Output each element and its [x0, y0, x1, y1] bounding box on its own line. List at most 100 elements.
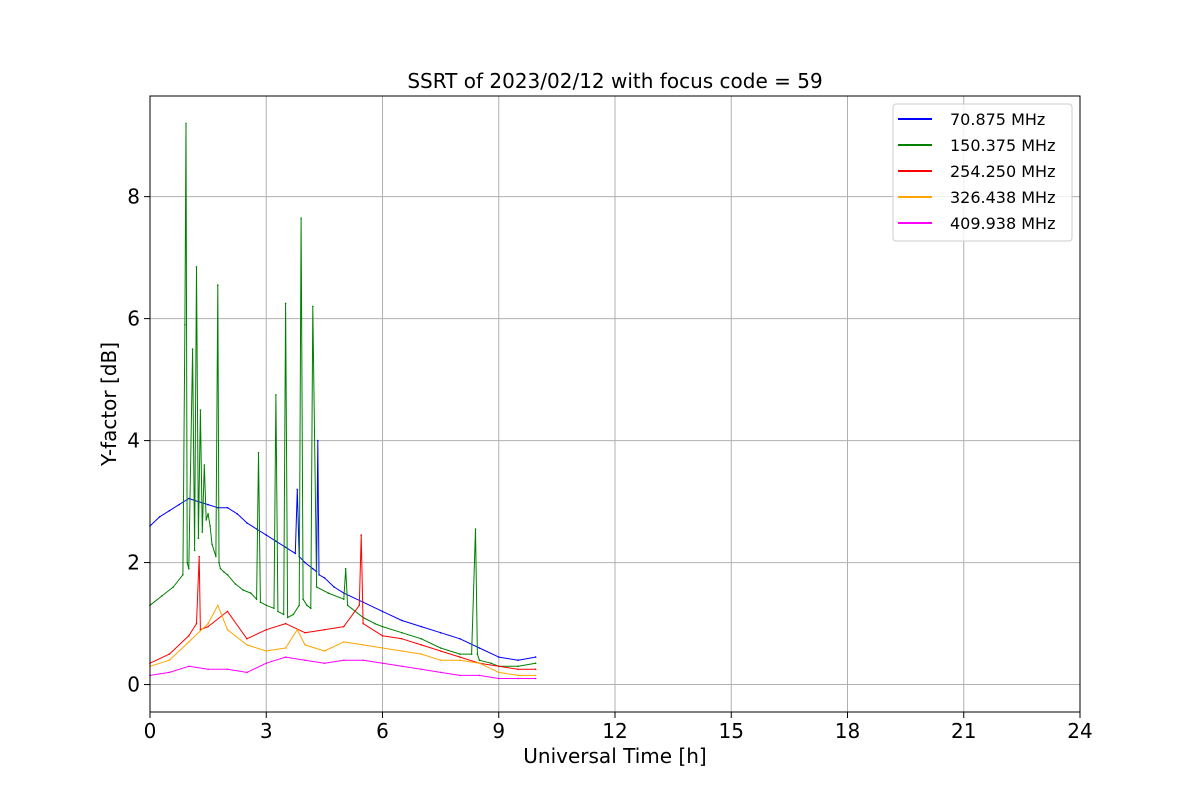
y-tick-label: 4: [127, 429, 140, 453]
data-point-409-938-mhz: [459, 674, 461, 677]
data-point-150-375-mhz: [226, 574, 229, 576]
data-point-70-875-mhz: [318, 574, 320, 576]
data-point-150-375-mhz: [160, 595, 163, 597]
data-point-150-375-mhz: [193, 549, 196, 552]
legend-entries: 70.875 MHz 150.375 MHz 254.250 MHz 326.438 …: [898, 110, 1055, 233]
data-point-150-375-mhz: [255, 598, 258, 600]
data-point-326-438-mhz: [265, 650, 268, 652]
data-point-70-875-mhz: [498, 656, 500, 658]
data-point-326-438-mhz: [168, 659, 171, 661]
data-point-150-375-mhz: [197, 537, 200, 539]
data-point-150-375-mhz: [242, 589, 244, 591]
data-point-409-938-mhz: [362, 659, 364, 661]
data-point-254-250-mhz: [207, 625, 209, 628]
data-point-326-438-mhz: [478, 662, 481, 664]
data-point-254-250-mhz: [343, 625, 345, 628]
data-point-254-250-mhz: [517, 668, 519, 671]
plot-series: [149, 122, 537, 680]
data-point-150-375-mhz: [478, 659, 481, 661]
data-point-254-250-mhz: [420, 644, 423, 646]
data-point-409-938-mhz: [188, 665, 190, 668]
data-point-70-875-mhz: [178, 503, 180, 506]
data-point-254-250-mhz: [265, 628, 268, 631]
data-point-409-938-mhz: [478, 674, 481, 677]
data-point-254-250-mhz: [459, 656, 461, 658]
data-point-70-875-mhz: [317, 439, 319, 442]
data-point-150-375-mhz: [517, 665, 519, 668]
data-point-70-875-mhz: [534, 656, 537, 658]
data-point-326-438-mhz: [226, 628, 229, 631]
legend-label: 70.875 MHz: [950, 110, 1045, 129]
y-tick-label: 0: [127, 673, 140, 697]
data-point-70-875-mhz: [294, 552, 297, 555]
data-point-150-375-mhz: [298, 604, 301, 607]
data-point-150-375-mhz: [172, 586, 175, 588]
data-point-150-375-mhz: [211, 543, 213, 546]
data-point-70-875-mhz: [517, 659, 519, 661]
data-point-150-375-mhz: [275, 394, 277, 396]
data-point-409-938-mhz: [517, 677, 519, 680]
data-point-150-375-mhz: [185, 122, 187, 125]
data-point-326-438-mhz: [246, 644, 248, 646]
data-point-70-875-mhz: [255, 528, 258, 530]
data-point-150-375-mhz: [205, 519, 207, 521]
data-point-254-250-mhz: [358, 604, 361, 607]
data-point-150-375-mhz: [209, 525, 211, 527]
series-line-254-250-mhz: [149, 534, 536, 670]
data-point-409-938-mhz: [207, 668, 209, 671]
legend-label: 254.250 MHz: [950, 162, 1055, 181]
data-point-326-438-mhz: [304, 644, 306, 646]
data-point-254-250-mhz: [401, 638, 403, 640]
data-point-70-875-mhz: [188, 497, 190, 500]
data-point-150-375-mhz: [300, 217, 302, 219]
data-point-254-250-mhz: [534, 668, 537, 671]
data-point-254-250-mhz: [195, 622, 198, 625]
data-point-150-375-mhz: [310, 607, 312, 610]
data-point-254-250-mhz: [168, 653, 171, 655]
data-point-150-375-mhz: [346, 604, 349, 607]
data-point-150-375-mhz: [250, 592, 252, 594]
data-point-150-375-mhz: [315, 586, 318, 588]
data-point-326-438-mhz: [296, 628, 299, 631]
data-point-70-875-mhz: [312, 567, 314, 570]
data-point-150-375-mhz: [312, 305, 314, 308]
data-point-70-875-mhz: [217, 506, 219, 509]
data-point-150-375-mhz: [470, 653, 473, 655]
data-point-70-875-mhz: [226, 506, 229, 509]
legend-label: 409.938 MHz: [950, 214, 1055, 233]
data-point-70-875-mhz: [478, 647, 481, 649]
data-point-326-438-mhz: [498, 671, 500, 674]
x-tick-label: 24: [1067, 719, 1092, 743]
data-point-254-250-mhz: [226, 610, 229, 613]
data-point-254-250-mhz: [362, 622, 364, 625]
data-point-70-875-mhz: [333, 586, 335, 588]
data-point-150-375-mhz: [343, 598, 345, 600]
x-axis-label: Universal Time [h]: [523, 744, 706, 768]
data-point-409-938-mhz: [226, 668, 229, 671]
data-point-150-375-mhz: [259, 601, 262, 603]
x-tick-label: 6: [376, 719, 389, 743]
data-point-150-375-mhz: [218, 561, 220, 564]
data-point-70-875-mhz: [236, 513, 238, 515]
data-point-70-875-mhz: [381, 610, 384, 613]
data-point-254-250-mhz: [498, 665, 500, 668]
x-axis-ticks: 0 3 6 9 12 15 18 21 24: [144, 712, 1093, 743]
data-point-150-375-mhz: [186, 561, 188, 564]
data-point-254-250-mhz: [198, 555, 200, 558]
data-point-150-375-mhz: [219, 567, 222, 570]
data-point-326-438-mhz: [401, 650, 403, 652]
data-point-150-375-mhz: [302, 598, 304, 600]
data-point-70-875-mhz: [323, 577, 326, 579]
data-point-254-250-mhz: [188, 635, 190, 637]
data-point-70-875-mhz: [284, 546, 287, 549]
data-point-409-938-mhz: [246, 671, 248, 674]
data-point-150-375-mhz: [182, 574, 184, 576]
legend-label: 150.375 MHz: [950, 136, 1055, 155]
data-point-254-250-mhz: [304, 631, 306, 634]
y-axis-label: Y-factor [dB]: [97, 342, 121, 467]
data-point-70-875-mhz: [207, 503, 209, 506]
data-point-409-938-mhz: [304, 659, 306, 661]
data-point-150-375-mhz: [217, 284, 219, 286]
data-point-150-375-mhz: [344, 567, 347, 570]
data-point-70-875-mhz: [439, 631, 442, 634]
